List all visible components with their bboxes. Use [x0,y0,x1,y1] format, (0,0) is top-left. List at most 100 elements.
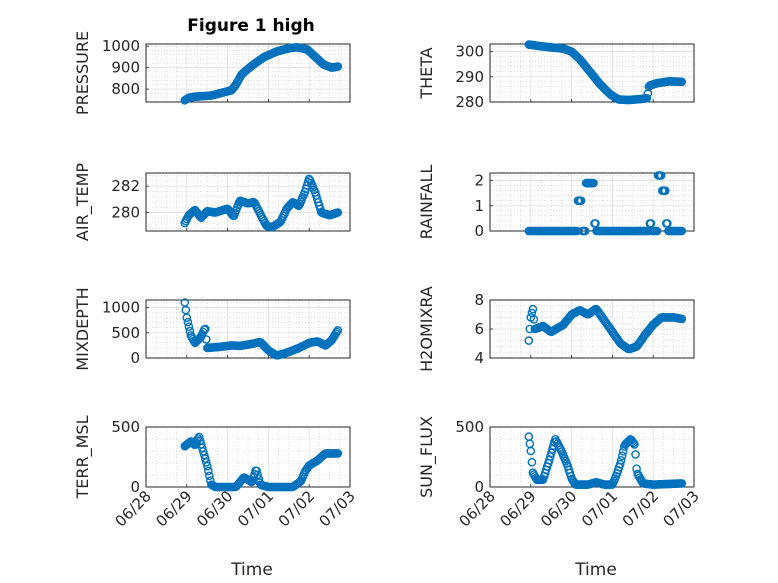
y-tick-label: 300 [455,43,484,61]
y-tick-label: 280 [111,204,140,222]
subplot-air-temp: 280 282 AIR_TEMP [73,163,351,241]
y-tick-label: 0 [130,478,140,496]
data-point [677,314,687,324]
data-point [333,62,343,71]
data-point [527,457,537,467]
data-point [529,314,539,324]
subplot-rainfall: 0 1 2 RAINFALL [417,165,695,240]
data-point [630,440,639,449]
y-tick-label: 8 [474,291,484,309]
y-tick-label: 1 [474,197,484,215]
data-point [524,336,534,345]
data-point [247,477,256,487]
y-tick-label: 4 [474,349,484,367]
y-axis-label: THETA [417,47,436,99]
subplot-h2omixra: 4 6 8 H2OMIXRA [417,286,695,372]
data-point [656,171,666,180]
y-tick-label: 500 [455,418,484,436]
data-point [642,93,652,103]
subplot-terr-msl: 0500TERR_MSL06/2806/2906/3007/0107/0207/… [73,415,359,580]
data-point [188,207,198,216]
subplot-pressure: 800 900 1000 PRESSURE [73,31,351,115]
x-tick-label: 06/29 [152,487,195,530]
data-point [576,196,586,205]
data-point [205,471,214,481]
data-point [615,459,625,469]
x-tick-label: 07/02 [275,487,318,530]
data-point [252,466,261,476]
data-point [677,226,687,236]
data-point [332,327,342,337]
data-point [333,449,343,458]
y-tick-label: 290 [455,68,484,86]
data-point [631,450,640,459]
data-point [528,304,538,314]
y-tick-label: 6 [474,320,484,338]
y-axis-label: AIR_TEMP [73,163,93,241]
data-point [253,470,263,480]
axes-frame [145,43,351,103]
data-point [580,226,590,236]
x-axis-label: Time [230,560,273,580]
y-tick-label: 500 [111,324,140,342]
subplot-mixdepth: 0 500 1000 MIXDEPTH [73,287,351,371]
y-axis-label: SUN_FLUX [417,416,437,498]
y-axis-label: RAINFALL [417,165,436,240]
data-point [589,178,598,188]
x-axis-label: Time [574,560,617,580]
x-tick-label: 06/29 [496,487,539,530]
data-point [184,322,194,332]
x-tick-label: 07/01 [234,487,277,530]
data-point [629,438,638,448]
data-point [201,335,211,344]
data-point [526,446,536,456]
x-tick-label: 06/30 [193,487,236,530]
data-point [204,466,213,476]
x-tick-label: 07/01 [578,487,621,530]
data-point [182,313,192,323]
y-tick-label: 0 [474,222,484,240]
axes-box [145,299,351,359]
y-tick-label: 2 [474,172,484,190]
y-axis-label: MIXDEPTH [73,287,92,370]
x-tick-label: 07/02 [619,487,662,530]
y-tick-label: 500 [111,418,140,436]
y-tick-label: 1000 [102,299,140,317]
axes-frame [145,172,351,232]
data-point [677,77,687,87]
data-point [617,451,627,461]
x-tick-label: 07/03 [316,487,359,530]
y-axis-label: H2OMIXRA [417,286,436,372]
x-tick-label: 07/03 [660,487,703,530]
y-tick-label: 800 [111,80,140,98]
data-point [661,186,670,195]
y-tick-label: 0 [130,349,140,367]
data-point [333,325,343,335]
data-point [677,479,687,488]
data-point [545,455,554,465]
axes-frame [145,426,351,488]
subplot-theta: 280 290 300 THETA [417,40,695,111]
data-point [203,461,212,471]
axes-frame [145,299,351,359]
subplot-sun-flux: 0500SUN_FLUX06/2806/2906/3007/0107/0207/… [417,416,703,580]
y-tick-label: 0 [474,478,484,496]
y-tick-label: 282 [111,177,140,195]
data-point [333,208,343,217]
x-tick-label: 06/30 [537,487,580,530]
data-point [183,317,193,327]
y-tick-label: 280 [455,93,484,111]
axes-frame [489,299,695,359]
y-tick-label: 900 [111,59,140,77]
data-point [200,454,210,463]
figure-title: Figure 1 high [187,16,315,36]
y-tick-label: 1000 [102,37,140,55]
y-axis-label: PRESSURE [73,31,92,115]
axes-frame [489,172,695,232]
data-point [201,458,211,467]
data-point [616,455,626,465]
data-point [200,324,210,334]
axes-frame [489,43,695,103]
y-axis-label: TERR_MSL [73,415,93,499]
